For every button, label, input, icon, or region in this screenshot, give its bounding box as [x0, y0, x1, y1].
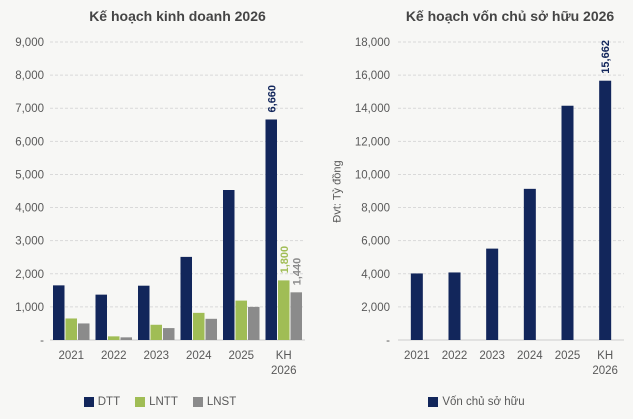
bar-value-label: 1,800 [279, 246, 291, 274]
y-tick-label: 6,000 [15, 136, 44, 148]
bar-DTT-2021 [53, 285, 65, 340]
bar-DTT-2023 [138, 285, 150, 340]
x-category-label: 2024 [517, 350, 543, 362]
y-tick-label: 5,000 [15, 169, 44, 181]
bar-LNTT-2025 [235, 300, 247, 340]
y-tick-label: 3,000 [15, 236, 44, 248]
x-category-label: 2025 [228, 350, 254, 362]
x-category-label: 2023 [143, 350, 169, 362]
y-tick-label: 4,000 [15, 203, 44, 215]
legend-item-lntt: LNTT [135, 396, 178, 408]
y-tick-label: - [386, 335, 390, 347]
bar-Vốn chủ sở hữu-2024 [523, 188, 536, 340]
bar-value-label: 1,440 [291, 258, 303, 286]
x-category-label: 2023 [479, 350, 505, 362]
bar-LNST-2022 [120, 337, 132, 340]
y-tick-label: 18,000 [355, 37, 390, 49]
legend-item-equity: Vốn chủ sở hữu [428, 396, 525, 408]
bar-DTT-KH 2026 [265, 119, 277, 340]
y-tick-label: 7,000 [15, 103, 44, 115]
y-tick-label: 9,000 [15, 37, 44, 49]
bar-LNTT-2024 [193, 312, 205, 340]
y-tick-label: 8,000 [361, 203, 390, 215]
business-plan-legend: DTT LNTT LNST [0, 392, 320, 412]
equity-plan-bar-chart: - 2,000 4,000 6,000 8,000 10,000 12,000 14,000 1… [355, 37, 624, 377]
equity-legend-label: Vốn chủ sở hữu [442, 396, 525, 408]
y-tick-label: - [40, 335, 44, 347]
bar-LNST-2024 [205, 318, 217, 340]
bar-Vốn chủ sở hữu-2022 [448, 272, 461, 340]
legend-item-lnst: LNST [192, 396, 237, 408]
x-category-label: 2022 [101, 350, 127, 362]
y-tick-label: 1,000 [15, 302, 44, 314]
lnst-legend-label: LNST [206, 396, 237, 408]
y-tick-label: 2,000 [15, 269, 44, 281]
y-tick-label: 16,000 [355, 70, 390, 82]
lntt-legend-label: LNTT [149, 396, 178, 408]
legend-item-dtt: DTT [83, 396, 121, 408]
y-tick-label: 6,000 [361, 236, 390, 248]
bar-LNTT-2023 [150, 324, 162, 340]
bar-DTT-2024 [180, 256, 192, 340]
x-category-label: 2024 [186, 350, 212, 362]
dtt-legend-label: DTT [97, 396, 121, 408]
bar-LNTT-2022 [108, 336, 120, 340]
bar-value-label: 15,662 [600, 40, 612, 74]
y-tick-label: 8,000 [15, 70, 44, 82]
y-tick-label: 2,000 [361, 302, 390, 314]
business-plan-chart-panel: Kế hoạch kinh doanh 2026 - 1,000 2,000 3,00… [0, 8, 320, 412]
bar-Vốn chủ sở hữu-2023 [486, 248, 499, 340]
bar-Vốn chủ sở hữu-2021 [410, 273, 423, 340]
y-tick-label: 12,000 [355, 136, 390, 148]
equity-plan-chart-title: Kế hoạch vốn chủ sở hữu 2026 [405, 8, 615, 24]
bar-LNTT-2021 [65, 318, 77, 340]
y-tick-label: 4,000 [361, 269, 390, 281]
x-category-label: 2021 [58, 350, 84, 362]
bar-LNTT-KH 2026 [278, 280, 290, 340]
business-plan-chart-title: Kế hoạch kinh doanh 2026 [89, 8, 266, 24]
bar-value-label: 6,660 [266, 85, 278, 113]
bar-LNST-2021 [78, 323, 90, 340]
y-tick-label: 14,000 [355, 103, 390, 115]
x-category-label: KH 2026 [271, 350, 297, 377]
x-category-label: KH 2026 [592, 350, 618, 377]
business-plan-bar-chart: - 1,000 2,000 3,000 4,000 5,000 6,000 7,000 8,00… [15, 37, 305, 377]
bar-LNST-2023 [163, 328, 175, 340]
bar-LNST-KH 2026 [290, 292, 302, 340]
bar-Vốn chủ sở hữu-2025 [561, 105, 574, 340]
equity-swatch-icon [428, 397, 439, 407]
bar-DTT-2022 [95, 294, 107, 340]
x-category-label: 2021 [404, 350, 430, 362]
dtt-swatch-icon [83, 397, 94, 407]
bar-DTT-2025 [223, 190, 235, 340]
bar-LNST-2025 [248, 306, 260, 340]
y-tick-label: 10,000 [355, 169, 390, 181]
equity-plan-legend: Vốn chủ sở hữu [320, 392, 633, 412]
x-category-label: 2025 [555, 350, 581, 362]
equity-plan-chart-panel: Kế hoạch vốn chủ sở hữu 2026 Đvt: Tỷ đồn… [320, 0, 633, 419]
bar-Vốn chủ sở hữu-KH 2026 [599, 80, 612, 340]
x-category-label: 2022 [442, 350, 468, 362]
lnst-swatch-icon [192, 397, 203, 407]
lntt-swatch-icon [135, 397, 146, 407]
